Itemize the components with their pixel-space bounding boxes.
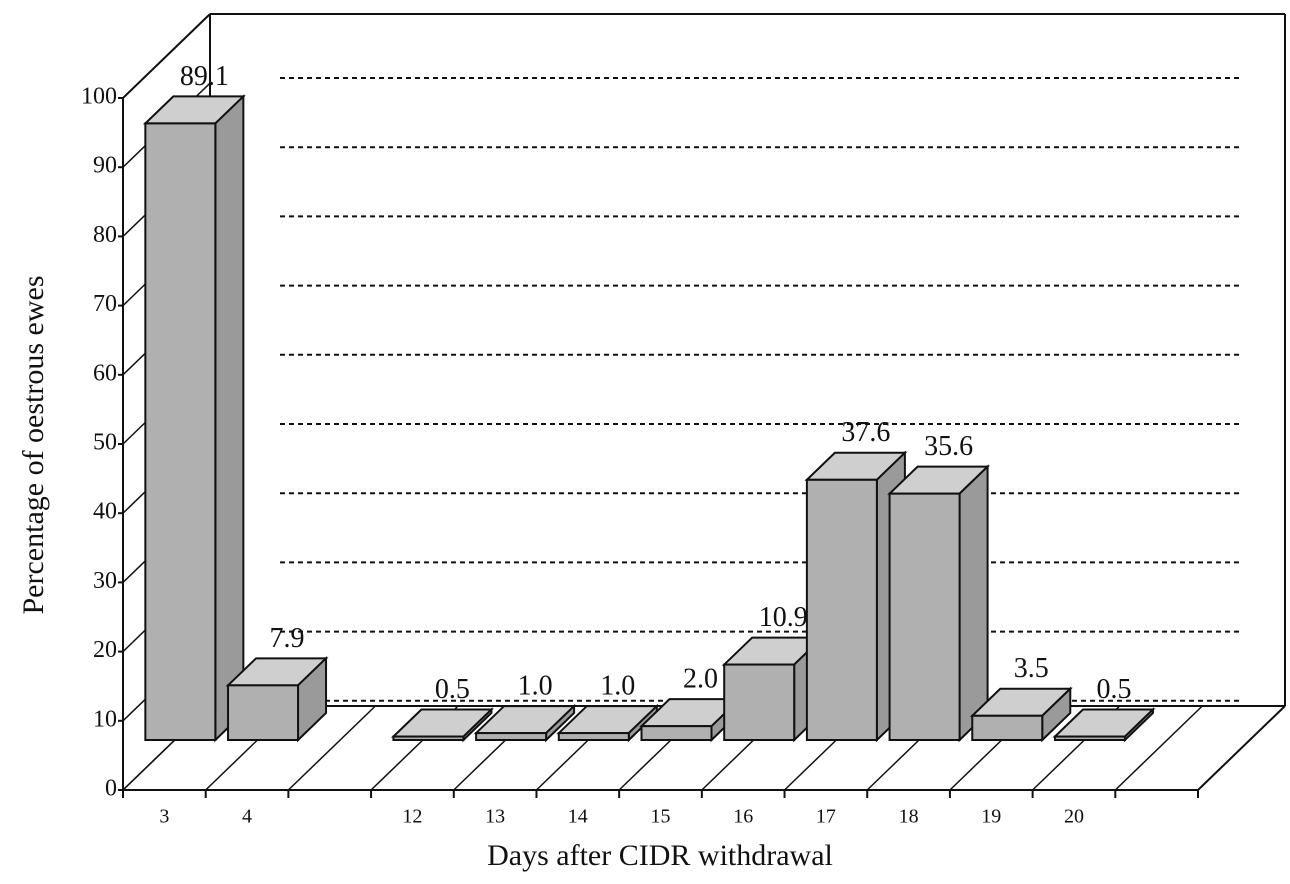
bar: [971, 714, 1044, 742]
y-tick-label: 40: [93, 499, 117, 525]
y-tick-label: 0: [105, 776, 117, 802]
value-label: 89.1: [180, 61, 229, 92]
value-label: 0.5: [1096, 674, 1131, 705]
floor-line: [1114, 705, 1203, 791]
x-tick-label: 3: [159, 806, 169, 828]
value-label: 7.9: [270, 623, 305, 654]
x-tick-label: 17: [816, 806, 836, 828]
y-axis-label: Percentage of oestrous ewes: [17, 275, 50, 614]
y-tick-label: 10: [93, 706, 117, 732]
floor-line: [1197, 705, 1286, 791]
y-tick-label: 90: [93, 153, 117, 179]
y-tick-label: 80: [93, 222, 117, 248]
x-tick-label: 19: [981, 806, 1001, 828]
y-tick-label: 20: [93, 637, 117, 663]
x-tick-label: 4: [242, 806, 252, 828]
bar: [805, 478, 878, 741]
bar: [640, 725, 713, 741]
y-tick-label: 60: [93, 360, 117, 386]
value-label: 3.5: [1014, 653, 1049, 684]
bar: [475, 732, 548, 742]
value-label: 37.6: [841, 417, 890, 448]
x-tick-label: 16: [733, 806, 753, 828]
side-grid-line: [122, 13, 211, 99]
bar: [1053, 735, 1126, 741]
y-tick-label: 30: [93, 568, 117, 594]
value-label: 1.0: [600, 671, 635, 702]
value-label: 1.0: [518, 671, 553, 702]
x-axis-label: Days after CIDR withdrawal: [487, 839, 833, 872]
y-tick-label: 50: [93, 430, 117, 456]
bar: [723, 663, 796, 742]
value-label: 10.9: [759, 602, 808, 633]
x-tick-label: 12: [402, 806, 422, 828]
bar: [144, 122, 217, 742]
bar-side: [958, 464, 989, 743]
value-label: 2.0: [683, 664, 718, 695]
bar: [392, 735, 465, 741]
value-label: 0.5: [435, 674, 470, 705]
bar: [227, 684, 300, 741]
x-tick-label: 13: [485, 806, 505, 828]
floor-line: [287, 705, 376, 791]
value-label: 35.6: [924, 431, 973, 462]
bar: [888, 492, 961, 742]
bar: [557, 732, 630, 742]
x-tick-label: 18: [899, 806, 919, 828]
y-tick-label: 70: [93, 291, 117, 317]
bar-side: [214, 94, 245, 743]
x-tick-label: 15: [651, 806, 671, 828]
x-tick-label: 14: [568, 806, 588, 828]
y-tick-label: 100: [81, 84, 117, 110]
x-tick-label: 20: [1064, 806, 1084, 828]
